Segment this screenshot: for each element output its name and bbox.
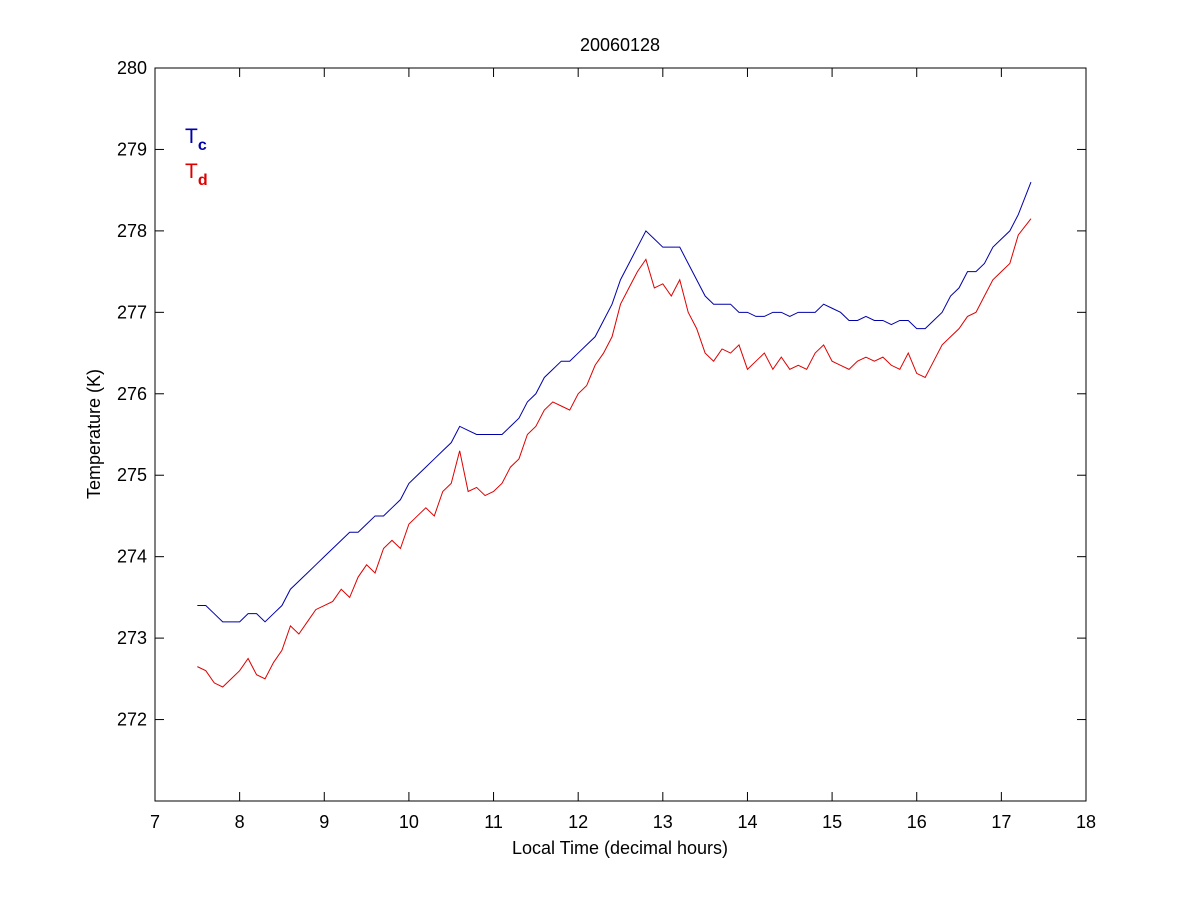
data-line	[197, 181, 1032, 623]
x-tick-label: 17	[991, 812, 1011, 832]
x-tick-label: 11	[484, 812, 503, 832]
plot-box	[154, 67, 1087, 802]
chart-title: 20060128	[580, 35, 660, 55]
x-tick-label: 12	[568, 812, 588, 832]
x-tick-label: 18	[1076, 812, 1096, 832]
legend-entry: Td	[185, 160, 208, 189]
x-axis-label: Local Time (decimal hours)	[512, 838, 728, 858]
y-tick-label: 280	[117, 58, 147, 78]
x-tick-label: 16	[907, 812, 927, 832]
y-tick-label: 274	[117, 547, 147, 567]
x-tick-label: 10	[399, 812, 419, 832]
legend-entry: Tc	[185, 125, 207, 154]
y-axis-label: Temperature (K)	[84, 369, 104, 499]
x-tick-label: 14	[737, 812, 757, 832]
y-tick-label: 272	[117, 710, 147, 730]
legend-name: T	[185, 125, 198, 148]
x-tick-label: 8	[235, 812, 245, 832]
y-tick-label: 275	[117, 465, 147, 485]
x-tick-label: 13	[653, 812, 673, 832]
y-tick-label: 276	[117, 384, 147, 404]
legend-subscript: c	[198, 137, 207, 154]
y-tick-label: 279	[117, 139, 147, 159]
x-tick-label: 9	[319, 812, 329, 832]
y-tick-label: 273	[117, 628, 147, 648]
data-line	[197, 218, 1032, 688]
y-tick-label: 278	[117, 221, 147, 241]
x-tick-label: 15	[822, 812, 842, 832]
legend-name: T	[185, 160, 198, 183]
y-tick-label: 277	[117, 302, 147, 322]
x-tick-label: 7	[150, 812, 160, 832]
legend-subscript: d	[198, 172, 208, 189]
